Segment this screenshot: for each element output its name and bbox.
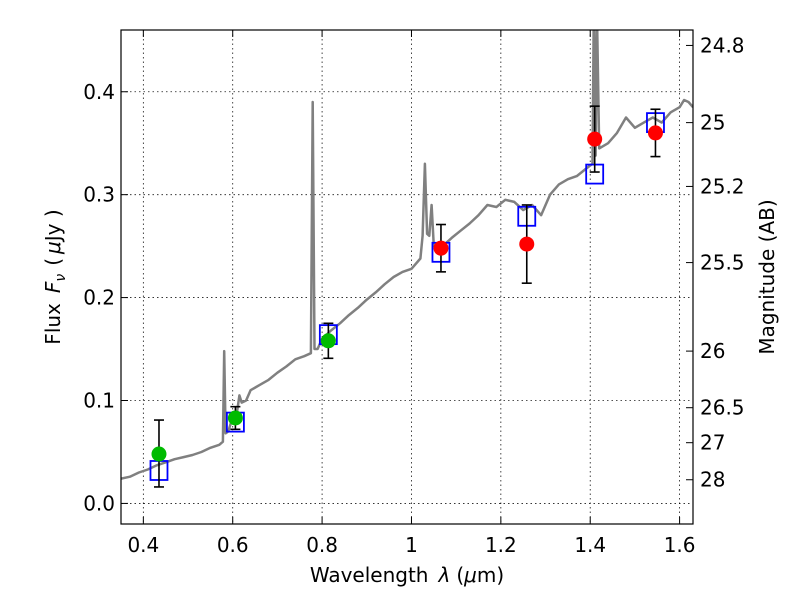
y2-tick-label: 24.8 <box>700 33 745 57</box>
y-tick-label: 0.2 <box>83 286 115 310</box>
y-tick-label: 0.3 <box>83 183 115 207</box>
y2-axis-label: Magnitude (AB) <box>755 199 779 354</box>
x-tick-label: 1.2 <box>485 533 517 557</box>
axes: 0.4 0.6 0.8 1 1.2 1.4 1.6 0.0 0.1 0.2 0.3 0.4 24.8 25… <box>83 30 745 557</box>
x-tick-label: 0.8 <box>306 533 338 557</box>
y2-tick-label: 25.2 <box>700 174 745 198</box>
x-tick-label: 0.6 <box>217 533 249 557</box>
red-data-point <box>519 236 535 252</box>
red-data-point <box>647 125 663 141</box>
plot-area <box>121 30 693 488</box>
green-data-point <box>151 446 167 462</box>
y-tick-label: 0.0 <box>83 491 115 515</box>
x-tick-label: 1 <box>405 533 418 557</box>
x-tick-label: 0.4 <box>127 533 159 557</box>
x-tick-label: 1.6 <box>664 533 696 557</box>
y-tick-label: 0.4 <box>83 80 115 104</box>
y2-tick-label: 25.5 <box>700 251 745 275</box>
green-data-point <box>320 333 336 349</box>
model-spectrum-line <box>121 30 693 480</box>
grid <box>121 30 693 524</box>
y2-tick-label: 26.5 <box>700 396 745 420</box>
red-data-point <box>587 131 603 147</box>
y-axis-label: FluxFν(μJy ) <box>41 209 69 344</box>
x-tick-label: 1.4 <box>574 533 606 557</box>
y2-tick-label: 27 <box>700 431 725 455</box>
red-data-point <box>433 240 449 256</box>
y2-tick-label: 25 <box>700 111 725 135</box>
y2-tick-label: 26 <box>700 339 725 363</box>
green-data-point <box>227 410 243 426</box>
y-tick-label: 0.1 <box>83 389 115 413</box>
y2-tick-label: 28 <box>700 468 725 492</box>
plot-frame <box>120 29 694 525</box>
x-axis-label: Wavelength λ (μm) <box>310 563 504 587</box>
